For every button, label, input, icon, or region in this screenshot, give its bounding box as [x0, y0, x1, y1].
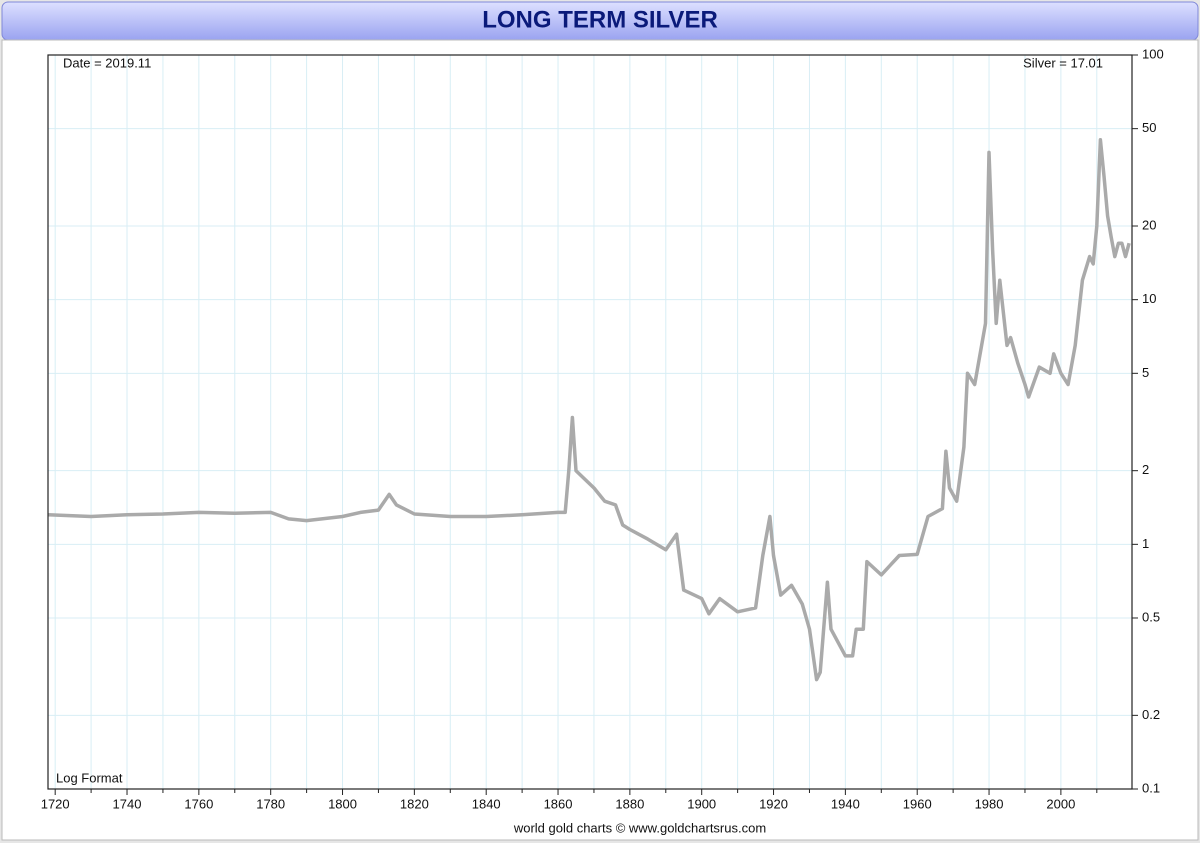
x-tick-label: 1880	[615, 796, 644, 811]
y-tick-label: 10	[1142, 291, 1156, 306]
price-line	[47, 138, 1131, 682]
x-tick-label: 1960	[903, 796, 932, 811]
x-tick-label: 2000	[1046, 796, 1075, 811]
y-tick-label: 5	[1142, 365, 1149, 380]
x-tick-label: 1940	[831, 796, 860, 811]
y-tick-label: 50	[1142, 120, 1156, 135]
plot-frame	[47, 54, 1133, 790]
y-tick-label: 2	[1142, 462, 1149, 477]
chart-title: LONG TERM SILVER	[482, 6, 718, 33]
scale-annotation: Log Format	[56, 770, 123, 785]
value-annotation: Silver = 17.01	[1023, 55, 1103, 70]
x-tick-label: 1980	[975, 796, 1004, 811]
x-tick-label: 1820	[400, 796, 429, 811]
x-tick-label: 1800	[328, 796, 357, 811]
y-tick-label: 20	[1142, 217, 1156, 232]
x-tick-label: 1720	[41, 796, 70, 811]
x-tick-label: 1860	[544, 796, 573, 811]
y-tick-label: 0.1	[1142, 780, 1160, 795]
y-tick-label: 0.5	[1142, 609, 1160, 624]
x-tick-label: 1840	[472, 796, 501, 811]
x-tick-label: 1900	[687, 796, 716, 811]
x-tick-label: 1920	[759, 796, 788, 811]
plot-area	[48, 55, 1132, 789]
date-annotation: Date = 2019.11	[63, 55, 151, 70]
x-tick-label: 1760	[184, 796, 213, 811]
y-tick-label: 0.2	[1142, 707, 1160, 722]
y-tick-label: 100	[1142, 46, 1164, 61]
y-tick-label: 1	[1142, 536, 1149, 551]
x-tick-label: 1740	[113, 796, 142, 811]
x-tick-label: 1780	[256, 796, 285, 811]
footer: world gold charts © www.goldchartsrus.co…	[513, 820, 766, 835]
